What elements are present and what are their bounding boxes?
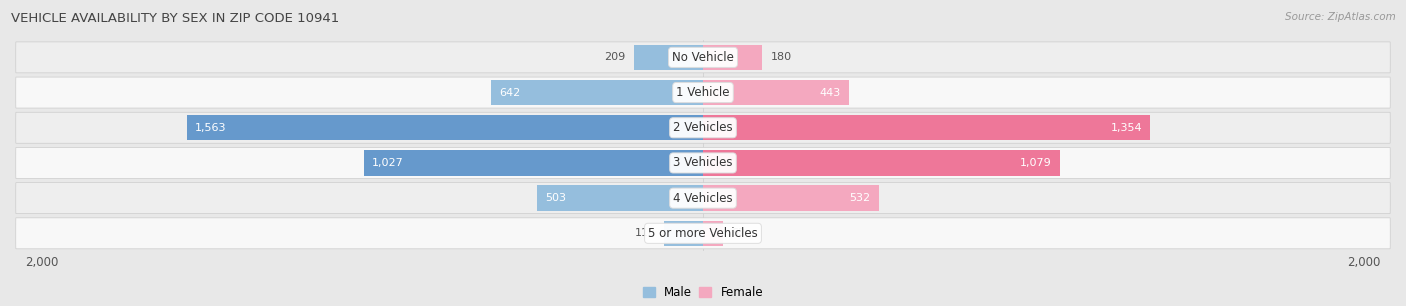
FancyBboxPatch shape bbox=[15, 112, 1391, 143]
Bar bbox=[634, 45, 703, 70]
Text: 209: 209 bbox=[605, 52, 626, 62]
Bar bbox=[537, 185, 703, 211]
Text: 2 Vehicles: 2 Vehicles bbox=[673, 121, 733, 134]
Text: 532: 532 bbox=[849, 193, 870, 203]
FancyBboxPatch shape bbox=[15, 42, 1391, 73]
Text: 503: 503 bbox=[546, 193, 567, 203]
Bar bbox=[364, 150, 703, 176]
Text: 4 Vehicles: 4 Vehicles bbox=[673, 192, 733, 205]
Text: 1,563: 1,563 bbox=[195, 123, 226, 133]
FancyBboxPatch shape bbox=[15, 147, 1391, 178]
Bar bbox=[703, 45, 762, 70]
FancyBboxPatch shape bbox=[15, 77, 1391, 108]
Text: 1,079: 1,079 bbox=[1019, 158, 1052, 168]
Text: 1 Vehicle: 1 Vehicle bbox=[676, 86, 730, 99]
Text: 180: 180 bbox=[770, 52, 792, 62]
Text: 118: 118 bbox=[634, 228, 655, 238]
Bar bbox=[491, 80, 703, 105]
Bar bbox=[703, 80, 849, 105]
Bar bbox=[703, 115, 1150, 140]
FancyBboxPatch shape bbox=[15, 218, 1391, 249]
Text: 3 Vehicles: 3 Vehicles bbox=[673, 156, 733, 170]
Text: No Vehicle: No Vehicle bbox=[672, 51, 734, 64]
Text: 642: 642 bbox=[499, 88, 520, 98]
Text: VEHICLE AVAILABILITY BY SEX IN ZIP CODE 10941: VEHICLE AVAILABILITY BY SEX IN ZIP CODE … bbox=[11, 12, 339, 25]
Text: 1,354: 1,354 bbox=[1111, 123, 1142, 133]
Text: 1,027: 1,027 bbox=[373, 158, 404, 168]
FancyBboxPatch shape bbox=[15, 183, 1391, 214]
Text: 5 or more Vehicles: 5 or more Vehicles bbox=[648, 227, 758, 240]
Text: 443: 443 bbox=[820, 88, 841, 98]
Bar bbox=[703, 150, 1060, 176]
Text: 62: 62 bbox=[731, 228, 745, 238]
Bar bbox=[187, 115, 703, 140]
Bar bbox=[703, 185, 879, 211]
Bar bbox=[664, 221, 703, 246]
Text: Source: ZipAtlas.com: Source: ZipAtlas.com bbox=[1285, 12, 1396, 22]
Legend: Male, Female: Male, Female bbox=[638, 282, 768, 304]
Bar bbox=[703, 221, 724, 246]
